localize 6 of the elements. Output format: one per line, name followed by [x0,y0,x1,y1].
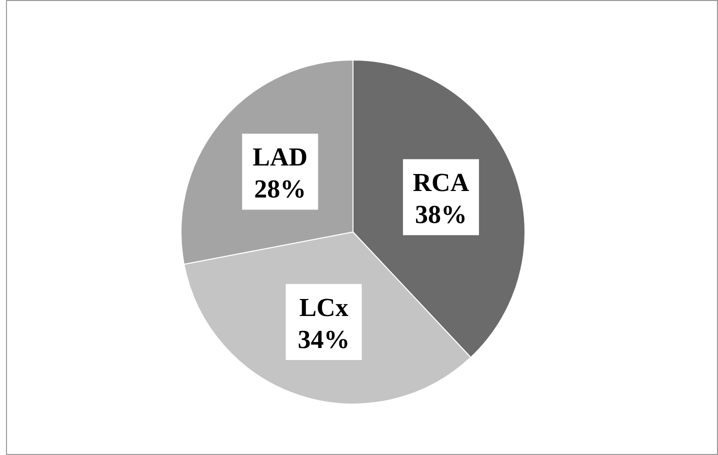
data-label: 34% [298,324,350,354]
data-label: 28% [254,174,306,204]
data-label: 38% [414,200,467,230]
slice-label: LCx [299,292,348,322]
slice-label: LAD [252,142,308,172]
slice-label: RCA [412,168,470,198]
